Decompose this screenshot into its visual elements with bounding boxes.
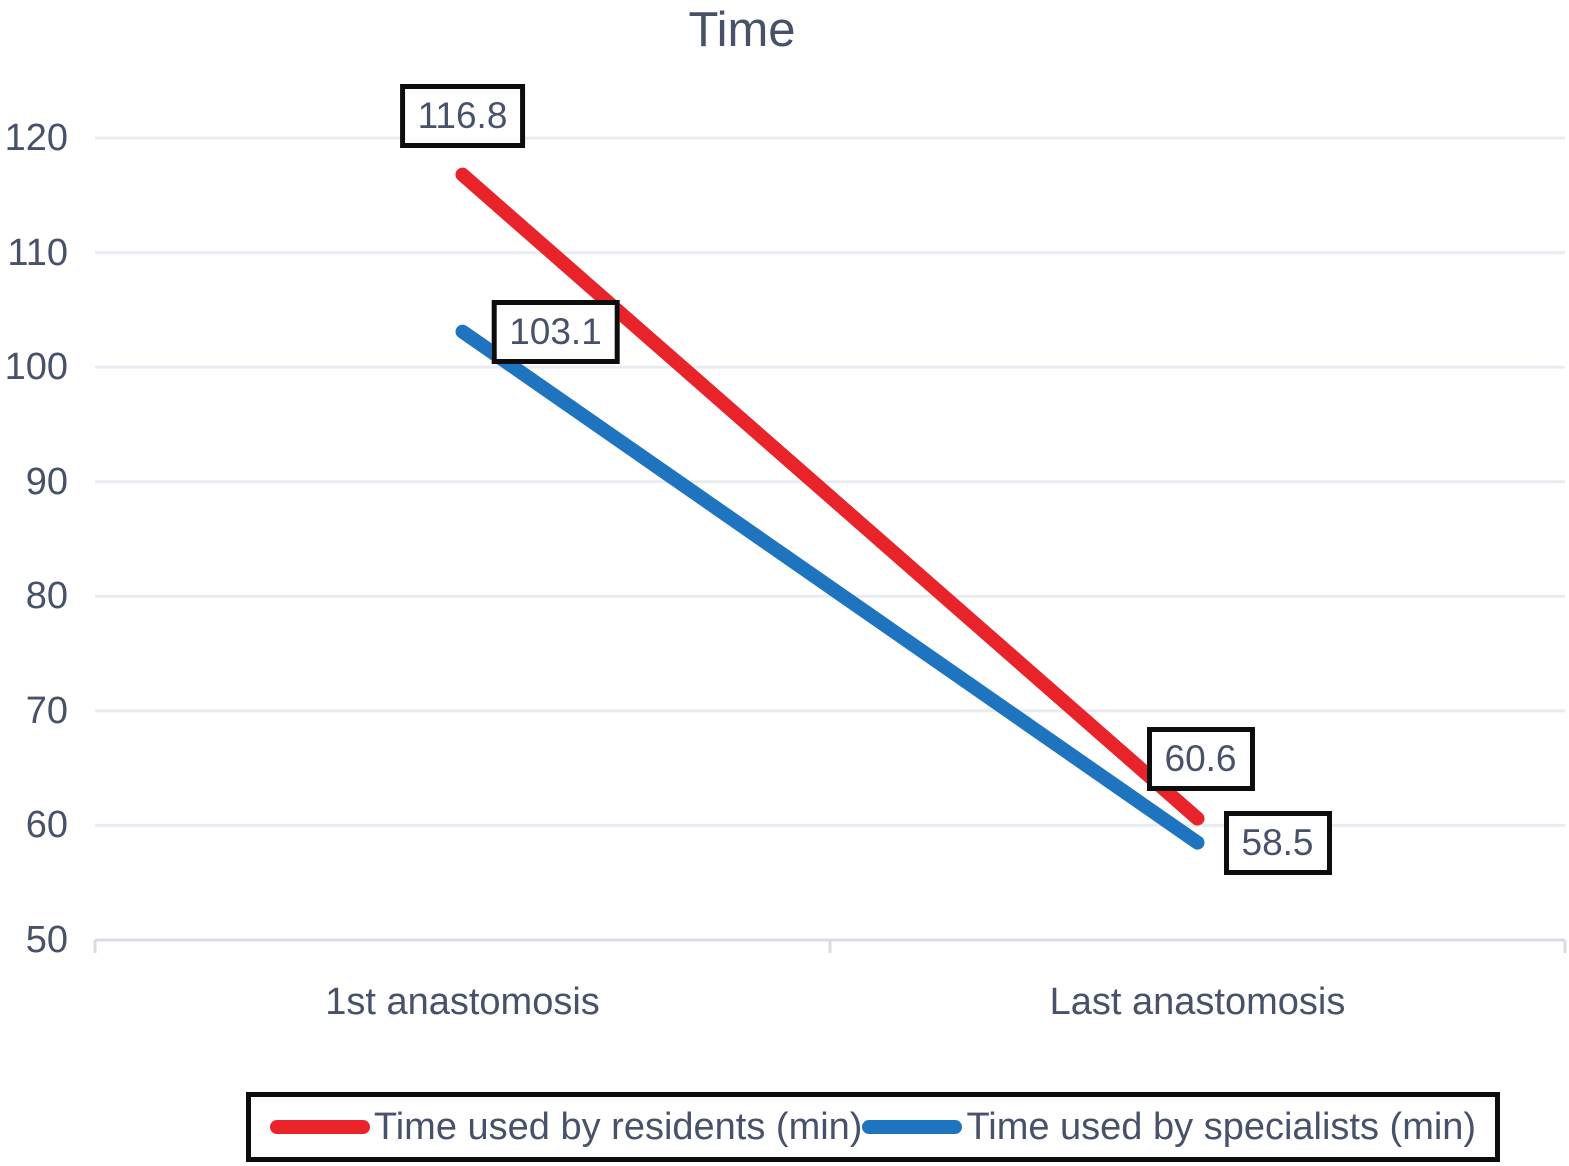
specialists-line-swatch [862, 1120, 963, 1134]
series-line-residents [455, 167, 1205, 826]
data-label-residents-last: 60.6 [1146, 726, 1255, 791]
series-line-specialists [455, 324, 1205, 850]
y-tick-label: 120 [4, 117, 68, 159]
legend: Time used by residents (min) Time used b… [246, 1092, 1500, 1162]
y-tick-label: 60 [25, 804, 68, 847]
y-tick-label: 110 [7, 231, 68, 274]
data-label-residents-first: 116.8 [399, 83, 526, 148]
chart-title: Time [688, 3, 796, 57]
x-tick-label-last-anastomosis: Last anastomosis [1049, 981, 1346, 1023]
data-label-specialists-last: 58.5 [1223, 810, 1332, 875]
x-tick-label-1st-anastomosis: 1st anastomosis [325, 981, 600, 1023]
legend-label-residents: Time used by residents (min) [373, 1105, 863, 1148]
y-tick-label: 50 [25, 919, 68, 961]
legend-item-residents: Time used by residents (min) [269, 1105, 863, 1149]
data-label-specialists-first: 103.1 [491, 299, 620, 364]
legend-item-specialists: Time used by specialists (min) [862, 1106, 1476, 1149]
legend-label-specialists: Time used by specialists (min) [966, 1105, 1477, 1148]
y-tick-label: 90 [25, 460, 68, 503]
residents-line-swatch [269, 1120, 370, 1134]
y-tick-label: 100 [4, 346, 68, 389]
y-tick-label: 80 [25, 575, 68, 618]
y-tick-label: 70 [25, 689, 68, 732]
